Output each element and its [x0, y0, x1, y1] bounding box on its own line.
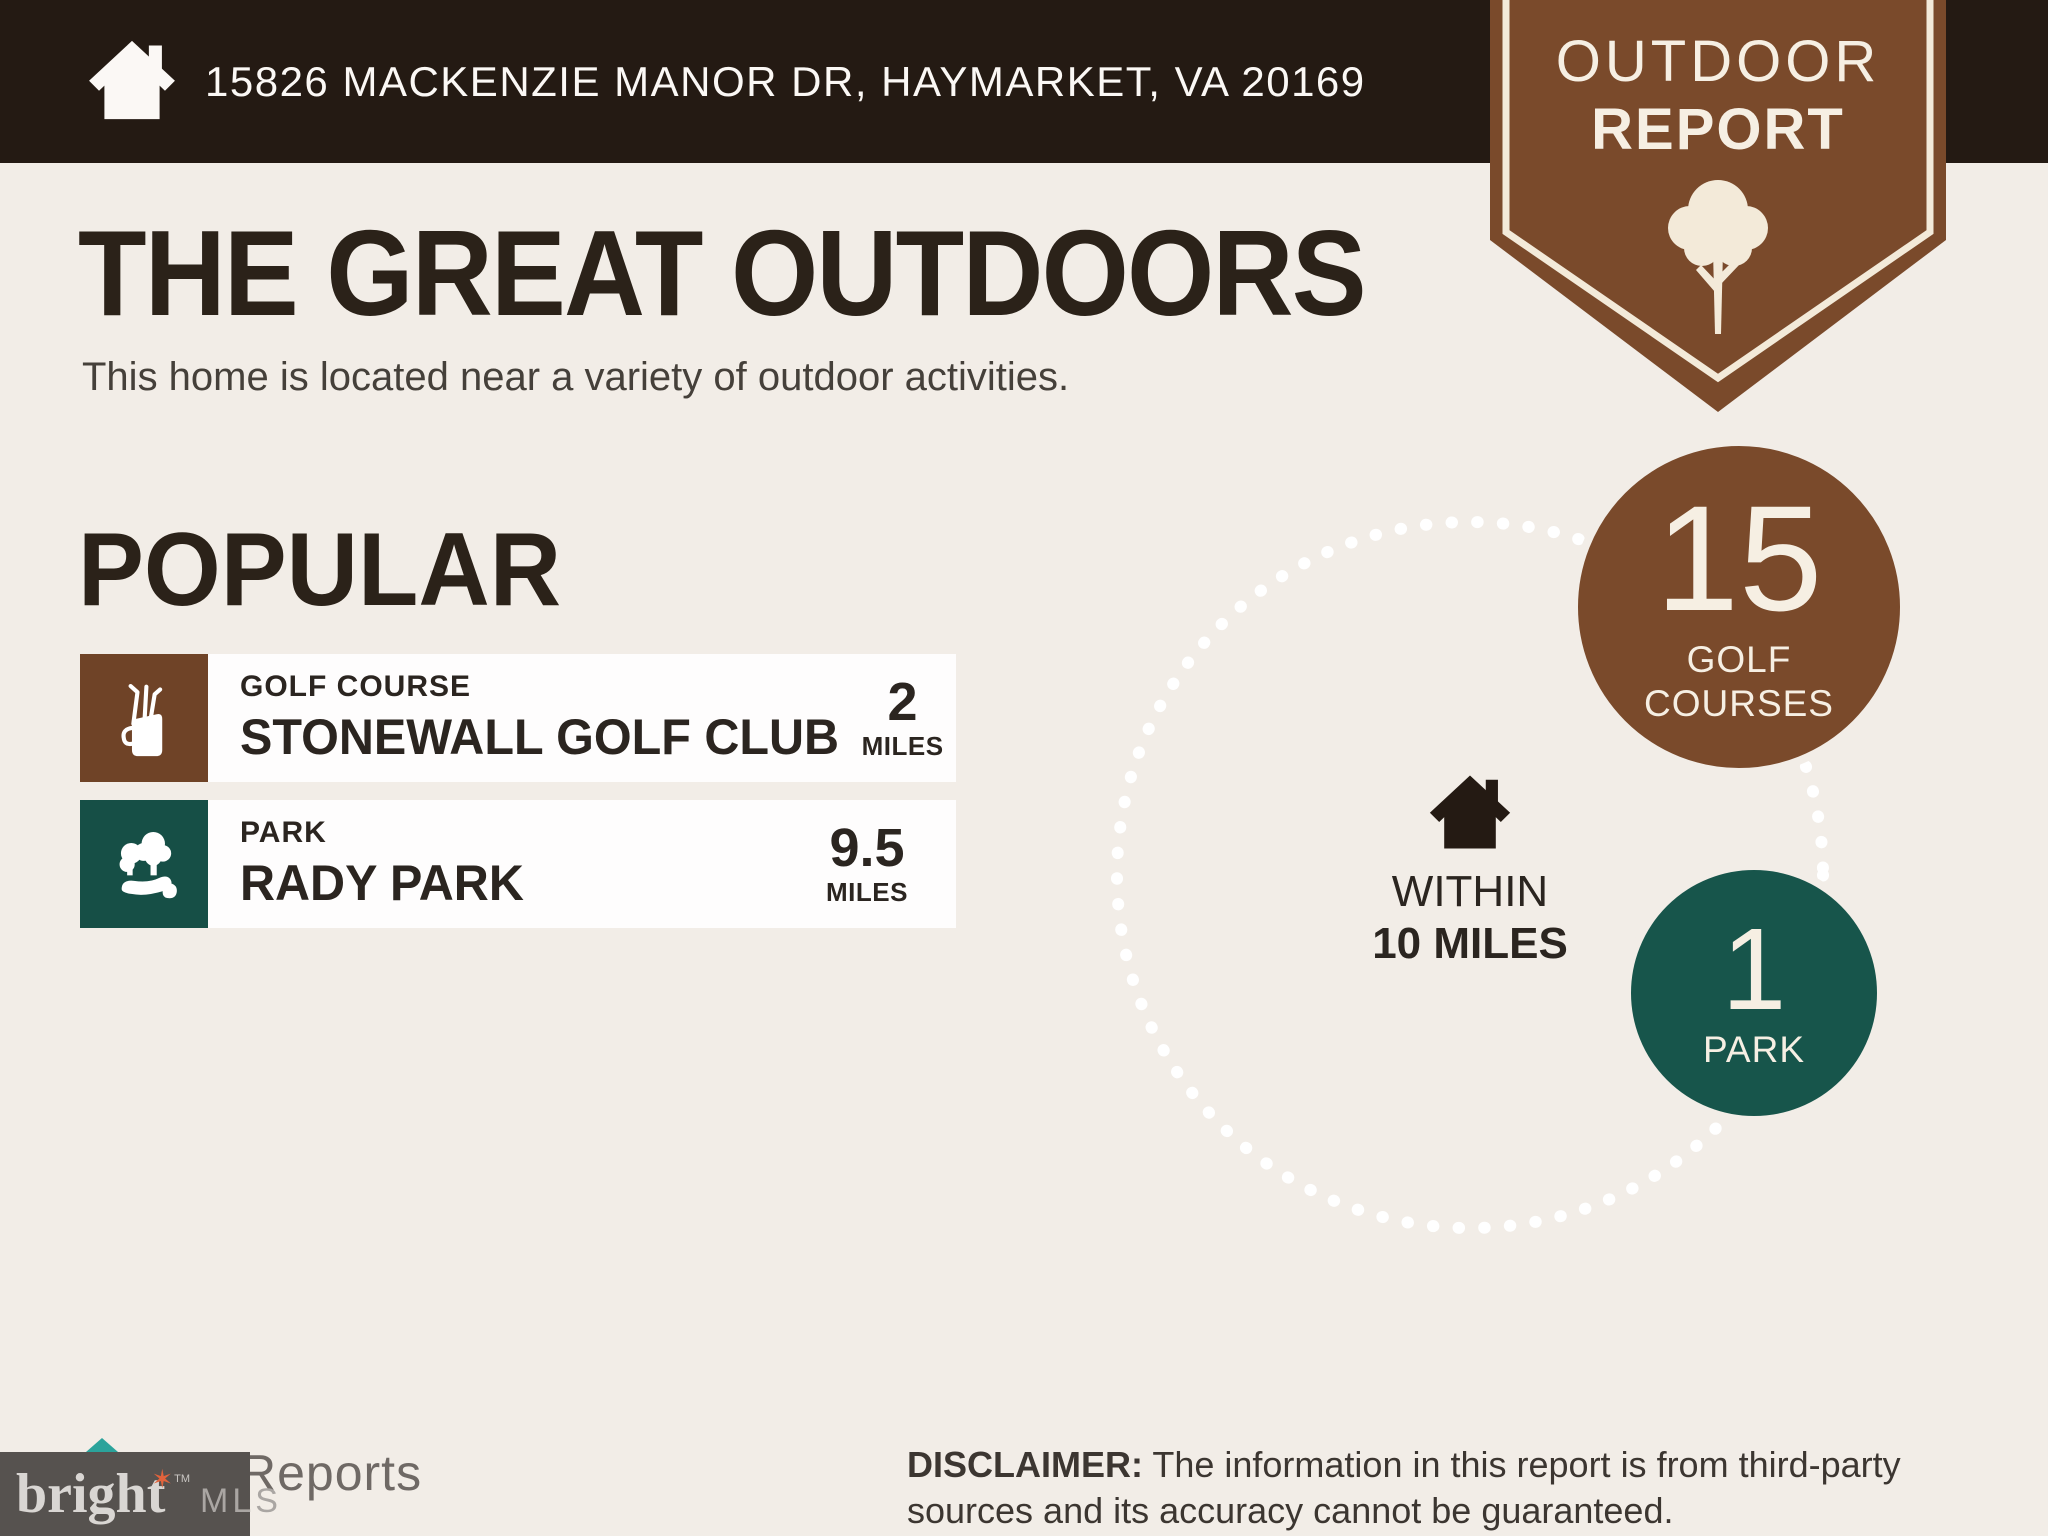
badge-title-line2: REPORT: [1591, 97, 1845, 162]
homereports-logo-text: Reports: [240, 1445, 423, 1501]
golf-courses-count: 15: [1655, 474, 1823, 643]
item-distance: 9.5: [829, 817, 905, 878]
within-miles-label: 10 MILES: [1372, 919, 1568, 968]
item-distance: 2: [887, 671, 918, 732]
within-label: WITHIN: [1391, 867, 1549, 916]
park-count: 1: [1721, 903, 1787, 1034]
page-subtitle: This home is located near a variety of o…: [82, 355, 1070, 399]
badge-title-line1: OUTDOOR: [1555, 29, 1881, 94]
house-icon: [1429, 775, 1511, 849]
park-stat-circle: 1 PARK: [1623, 862, 1885, 1124]
disclaimer-text: DISCLAIMER: The information in this repo…: [907, 1444, 1901, 1531]
item-name: STONEWALL GOLF CLUB: [240, 709, 840, 765]
radius-center-label: WITHIN 10 MILES: [1340, 772, 1600, 969]
popular-item-park[interactable]: PARK RADY PARK 9.5 MILES: [80, 800, 956, 928]
park-label: PARK: [1702, 1028, 1805, 1070]
golf-bag-icon: [80, 654, 208, 782]
home-icon: [89, 40, 175, 120]
park-icon: [80, 800, 208, 928]
bright-mls-logo: bright ✶ TM MLS: [0, 1452, 278, 1536]
trademark-symbol: TM: [174, 1473, 191, 1485]
property-address: 15826 MACKENZIE MANOR DR, HAYMARKET, VA …: [205, 58, 1366, 105]
homereports-roof-icon: [86, 1438, 118, 1452]
item-category: GOLF COURSE: [240, 670, 472, 703]
mls-logo-text: MLS: [200, 1482, 282, 1520]
disclaimer-label: DISCLAIMER:: [907, 1444, 1143, 1485]
item-name: RADY PARK: [240, 855, 524, 911]
radius-dotted-circle: [1111, 516, 1829, 1234]
outdoor-report-badge: OUTDOOR REPORT: [1490, 0, 1946, 416]
popular-item-golf-course[interactable]: GOLF COURSE STONEWALL GOLF CLUB 2 MILES: [80, 654, 956, 782]
golf-courses-label-line1: GOLF: [1686, 638, 1792, 680]
badge-ribbon-shape: [1490, 0, 1946, 412]
popular-section-title: POPULAR: [78, 512, 562, 628]
item-distance-unit: MILES: [826, 876, 908, 907]
page-title: THE GREAT OUTDOORS: [78, 205, 1367, 341]
golf-courses-label-line2: COURSES: [1644, 683, 1834, 725]
item-category: PARK: [240, 816, 327, 849]
item-distance-unit: MILES: [861, 730, 944, 761]
golf-courses-stat-circle: 15 GOLF COURSES: [1570, 438, 1908, 776]
bright-star-icon: ✶: [151, 1464, 174, 1494]
bright-logo-text: bright: [16, 1463, 166, 1525]
tree-icon: [1668, 180, 1768, 334]
